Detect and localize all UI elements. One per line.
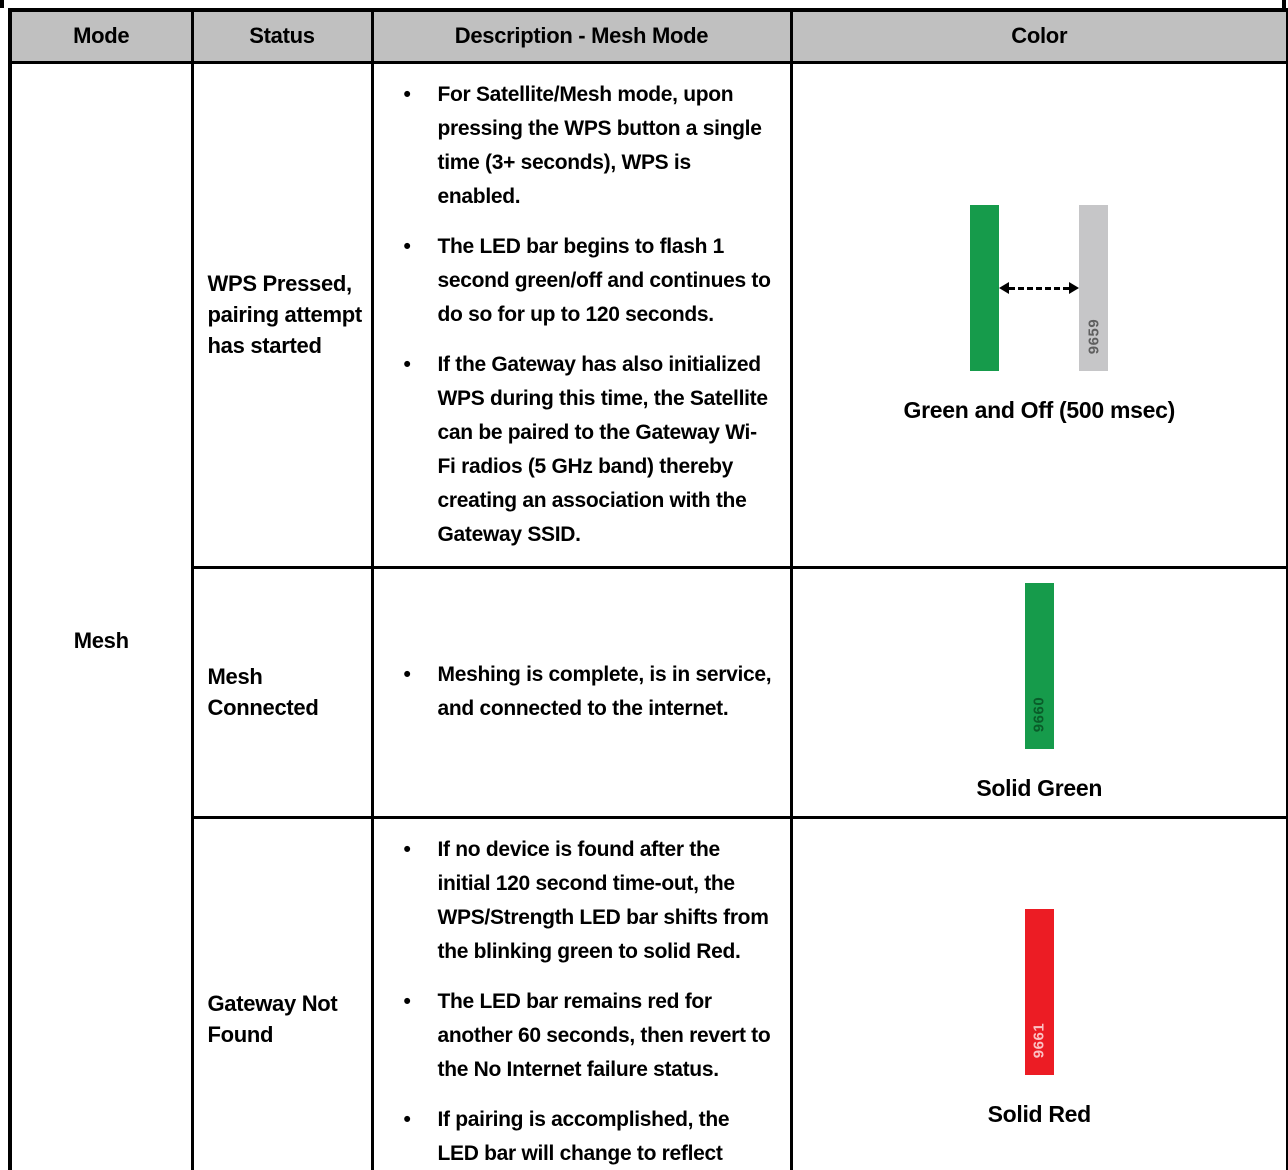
- description-cell-gateway-not-found: • If no device is found after the initia…: [370, 815, 793, 1170]
- led-illustration-solid-green: 9660 Solid Green: [793, 582, 1287, 802]
- col-header-mode: Mode: [8, 8, 194, 64]
- list-item: • For Satellite/Mesh mode, upon pressing…: [404, 78, 772, 214]
- led-illustration-blink: 9659 Green and Off (500 msec): [793, 205, 1287, 424]
- arrowhead-left-icon: [999, 282, 1010, 294]
- led-bar-green: [970, 205, 1000, 371]
- status-cell-gateway-not-found: Gateway Not Found: [190, 815, 374, 1170]
- led-bar-green: 9660: [1024, 582, 1054, 749]
- list-item: • If no device is found after the initia…: [404, 833, 772, 969]
- bullet-text: If no device is found after the initial …: [437, 837, 769, 963]
- sliver-left-border: [0, 0, 4, 8]
- figure-number: 9659: [1085, 318, 1103, 355]
- led-bar-off: 9659: [1079, 205, 1109, 371]
- bullet-text: Meshing is complete, is in service, and …: [437, 663, 772, 720]
- bullet-icon: •: [403, 1107, 411, 1131]
- description-cell-mesh-connected: • Meshing is complete, is in service, an…: [370, 565, 793, 819]
- status-cell-mesh-connected: Mesh Connected: [190, 565, 374, 819]
- list-item: • If pairing is accomplished, the LED ba…: [404, 1103, 772, 1170]
- bullet-icon: •: [403, 663, 411, 686]
- bullet-text: For Satellite/Mesh mode, upon pressing t…: [437, 82, 762, 208]
- bullet-text: The LED bar remains red for another 60 s…: [437, 989, 771, 1081]
- led-bar-red: 9661: [1024, 909, 1054, 1075]
- arrowhead-right-icon: [1069, 282, 1080, 294]
- bullet-text: If the Gateway has also initialized WPS …: [437, 352, 769, 546]
- color-cell-solid-red: 9661 Solid Red: [789, 815, 1288, 1170]
- led-caption: Solid Green: [976, 774, 1103, 801]
- sliver-right-border: [1282, 0, 1286, 8]
- bullet-text: The LED bar begins to flash 1 second gre…: [437, 234, 771, 326]
- led-status-table: Mode Status Description - Mesh Mode Colo…: [8, 8, 1288, 1170]
- previous-table-sliver: [0, 0, 1288, 8]
- table-row-mesh-connected: Mesh Connected • Meshing is complete, is…: [10, 565, 1288, 819]
- led-caption: Solid Red: [987, 1101, 1092, 1127]
- table-row-wps-pressed: Mesh WPS Pressed, pairing attempt has st…: [8, 60, 1288, 1170]
- bullet-icon: •: [403, 989, 411, 1013]
- bullet-icon: •: [403, 837, 411, 861]
- dashed-line: [1009, 286, 1070, 290]
- description-cell-wps-pressed: • For Satellite/Mesh mode, upon pressing…: [370, 60, 793, 569]
- table-row-gateway-not-found: Gateway Not Found • If no device is foun…: [10, 815, 1288, 1170]
- list-item: • The LED bar begins to flash 1 second g…: [404, 230, 772, 332]
- list-item: • If the Gateway has also initialized WP…: [404, 348, 772, 552]
- bullet-icon: •: [403, 82, 411, 106]
- mode-cell: Mesh: [8, 60, 194, 1170]
- bullet-icon: •: [403, 234, 411, 258]
- blink-arrow-icon: [999, 282, 1080, 294]
- list-item: • Meshing is complete, is in service, an…: [404, 658, 772, 726]
- bullet-icon: •: [403, 352, 411, 376]
- table-header-row: Mode Status Description - Mesh Mode Colo…: [8, 8, 1288, 64]
- col-header-color: Color: [789, 8, 1288, 64]
- color-cell-blink-green: 9659 Green and Off (500 msec): [789, 60, 1288, 569]
- figure-number: 9661: [1030, 1022, 1048, 1059]
- col-header-description: Description - Mesh Mode: [370, 8, 793, 64]
- led-caption: Green and Off (500 msec): [903, 397, 1176, 423]
- col-header-status: Status: [190, 8, 374, 64]
- status-cell-wps-pressed: WPS Pressed, pairing attempt has started: [190, 60, 374, 569]
- figure-number: 9660: [1030, 696, 1048, 732]
- list-item: • The LED bar remains red for another 60…: [404, 985, 772, 1087]
- led-illustration-solid-red: 9661 Solid Red: [793, 909, 1287, 1128]
- bullet-text: If pairing is accomplished, the LED bar …: [437, 1107, 730, 1165]
- color-cell-solid-green: 9660 Solid Green: [789, 565, 1288, 819]
